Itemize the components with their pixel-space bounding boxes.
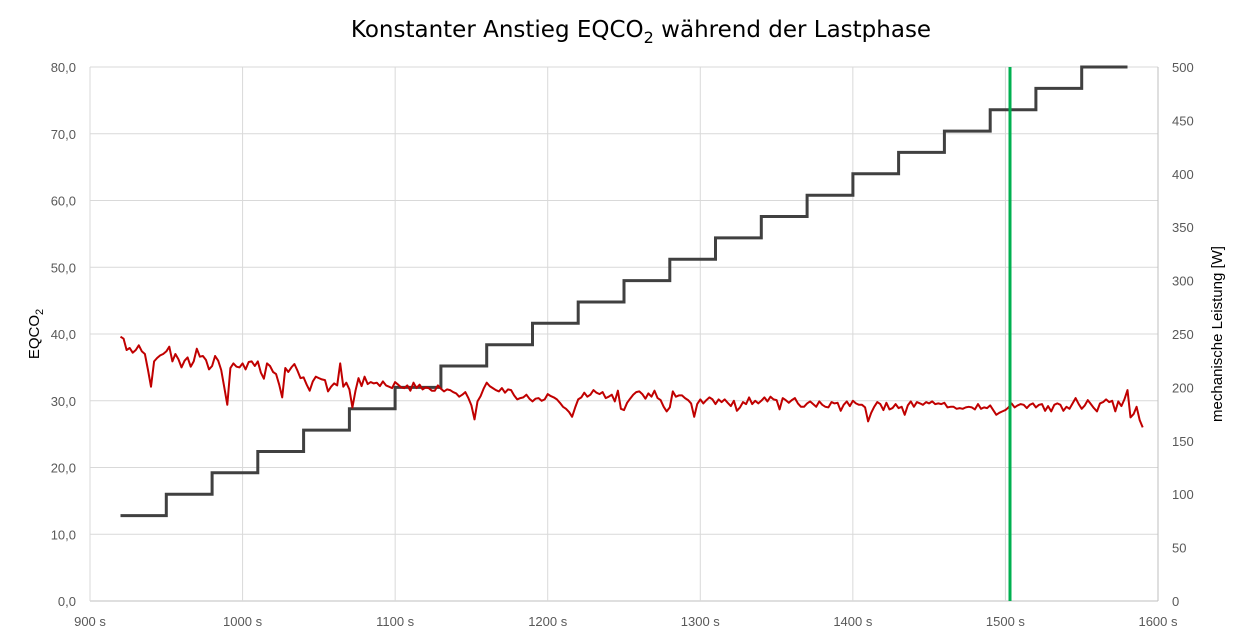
chart-title: Konstanter Anstieg EQCO2 während der Las… <box>351 17 931 47</box>
y-left-tick-label: 40,0 <box>51 327 76 342</box>
series-eqco2-line <box>119 335 1144 428</box>
x-tick-label: 1200 s <box>528 614 568 629</box>
y-left-tick-label: 10,0 <box>51 527 76 542</box>
x-tick-label: 900 s <box>74 614 106 629</box>
x-tick-label: 1300 s <box>681 614 721 629</box>
y-right-tick-label: 300 <box>1172 274 1194 289</box>
y-left-axis-title: EQCO2 <box>26 309 46 359</box>
y-left-tick-label: 30,0 <box>51 394 76 409</box>
x-tick-label: 1400 s <box>833 614 873 629</box>
y-right-tick-label: 350 <box>1172 220 1194 235</box>
x-tick-label: 1600 s <box>1138 614 1178 629</box>
y-right-tick-label: 200 <box>1172 380 1194 395</box>
y-left-tick-label: 50,0 <box>51 260 76 275</box>
y-right-tick-label: 500 <box>1172 60 1194 75</box>
y-right-tick-label: 400 <box>1172 167 1194 182</box>
x-tick-label: 1000 s <box>223 614 263 629</box>
y-left-tick-label: 80,0 <box>51 60 76 75</box>
y-right-tick-label: 50 <box>1172 541 1186 556</box>
y-left-tick-label: 60,0 <box>51 194 76 209</box>
x-axis: 900 s 1000 s 1100 s 1200 s 1300 s 1400 s 1500 … <box>74 614 1178 629</box>
gridlines <box>89 66 1159 602</box>
y-right-tick-label: 250 <box>1172 327 1194 342</box>
y-right-axis-title: mechanische Leistung [W] <box>1209 246 1226 422</box>
y-left-tick-label: 70,0 <box>51 127 76 142</box>
series-power-line <box>120 65 1128 518</box>
y-right-tick-label: 150 <box>1172 434 1194 449</box>
x-tick-label: 1500 s <box>986 614 1026 629</box>
y-right-tick-label: 100 <box>1172 487 1194 502</box>
y-left-tick-label: 20,0 <box>51 461 76 476</box>
y-right-tick-label: 0 <box>1172 594 1179 609</box>
x-tick-label: 1100 s <box>376 614 415 629</box>
y-right-axis: 0 50 100 150 200 250 300 350 400 450 500 <box>1172 60 1194 609</box>
y-left-tick-label: 0,0 <box>58 594 76 609</box>
y-right-tick-label: 450 <box>1172 113 1194 128</box>
y-left-axis: 0,0 10,0 20,0 30,0 40,0 50,0 60,0 70,0 80,0 <box>51 60 76 609</box>
